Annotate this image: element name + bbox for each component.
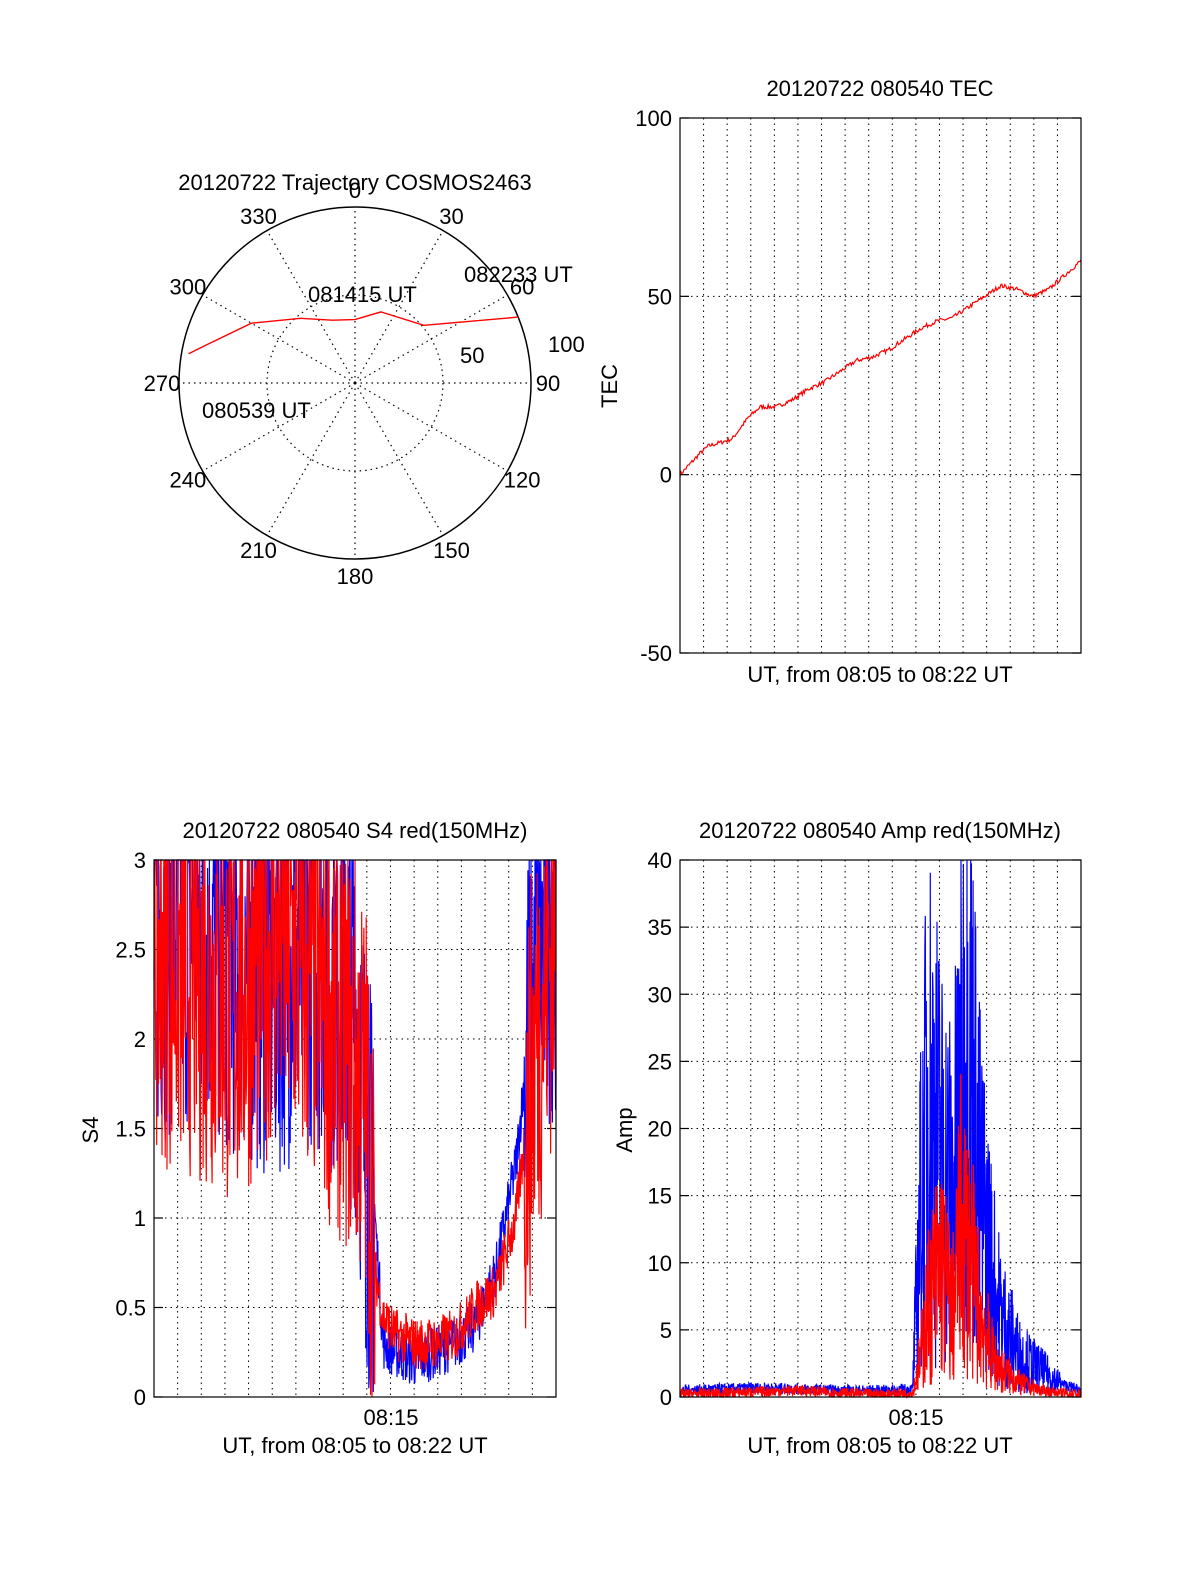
tec-plot: 20120722 080540 TEC -50 0 50 100 TEC UT, fr…: [597, 76, 1082, 687]
polar-inner-circle: [266, 294, 444, 472]
polar-spoke: [202, 382, 356, 472]
s4-y-tick-label: 0.5: [115, 1296, 146, 1321]
s4-y-tick-label: 1: [134, 1206, 146, 1231]
tec-y-tick-label: 100: [635, 106, 672, 131]
amp-plot-frame: [679, 859, 1082, 1398]
polar-label-mid: 081415 UT: [308, 282, 417, 307]
polar-title: 20120722 Trajectory COSMOS2463: [178, 170, 531, 195]
tec-x-label: UT, from 08:05 to 08:22 UT: [747, 662, 1012, 687]
polar-angle-label: 120: [504, 468, 541, 493]
polar-label-start: 080539 UT: [202, 398, 311, 423]
s4-title: 20120722 080540 S4 red(150MHz): [183, 818, 528, 843]
amp-y-tick-label: 30: [648, 982, 672, 1007]
polar-spoke: [202, 294, 356, 384]
amp-y-tick-labels: 0 5 10 15 20 25 30 35 40: [648, 848, 672, 1410]
amp-y-tick-label: 0: [660, 1385, 672, 1410]
polar-grid: [179, 207, 531, 559]
polar-spoke: [266, 230, 356, 384]
tec-y-label: TEC: [597, 364, 622, 408]
tec-y-tick-labels: -50 0 50 100: [635, 106, 672, 666]
amp-title: 20120722 080540 Amp red(150MHz): [699, 818, 1061, 843]
polar-angle-label: 150: [433, 538, 470, 563]
tec-y-tick-label: 50: [648, 284, 672, 309]
amp-x-tick-label: 08:15: [888, 1405, 943, 1430]
amp-x-label: UT, from 08:05 to 08:22 UT: [747, 1433, 1012, 1458]
s4-y-tick-label: 1.5: [115, 1117, 146, 1142]
s4-y-tick-label: 2: [134, 1027, 146, 1052]
tec-y-tick-label: 0: [660, 463, 672, 488]
amp-plot: 20120722 080540 Amp red(150MHz) 0 5 10 15 20…: [612, 818, 1082, 1458]
polar-angle-label: 0: [349, 178, 361, 203]
polar-angle-label: 30: [439, 204, 463, 229]
polar-angle-label: 60: [510, 275, 534, 300]
polar-radial-tick-50: 50: [460, 343, 484, 368]
amp-y-tick-label: 10: [648, 1251, 672, 1276]
s4-plot: 20120722 080540 S4 red(150MHz) 0 0.5 1 1.5 2…: [78, 818, 557, 1458]
polar-spoke: [354, 382, 508, 472]
amp-y-tick-label: 35: [648, 915, 672, 940]
s4-y-tick-label: 0: [134, 1385, 146, 1410]
s4-y-label: S4: [78, 1117, 103, 1144]
amp-y-label: Amp: [612, 1107, 637, 1152]
s4-x-label: UT, from 08:05 to 08:22 UT: [222, 1433, 487, 1458]
polar-spoke: [266, 382, 356, 536]
polar-angle-label: 270: [144, 371, 181, 396]
polar-trajectory-line: [188, 311, 519, 355]
amp-red-series-line: [679, 1073, 1082, 1399]
tec-title: 20120722 080540 TEC: [766, 76, 993, 101]
amp-y-tick-label: 25: [648, 1049, 672, 1074]
s4-plot-frame: [153, 859, 557, 1398]
polar-trajectory-plot: 20120722 Trajectory COSMOS2463 0 30 60 90 12…: [144, 170, 585, 589]
polar-angle-label: 300: [169, 275, 206, 300]
tec-grid: [680, 117, 1081, 654]
s4-y-tick-label: 2.5: [115, 938, 146, 963]
s4-y-tick-label: 3: [134, 848, 146, 873]
polar-angle-label: 240: [169, 468, 206, 493]
amp-y-tick-label: 5: [660, 1318, 672, 1343]
tec-plot-frame: [679, 117, 1082, 654]
polar-angle-labels: 0 30 60 90 120 150 180 210 240 270 300 330: [144, 178, 561, 589]
s4-x-tick-label: 08:15: [363, 1405, 418, 1430]
polar-outer-circle: [178, 206, 532, 560]
polar-label-end: 082233 UT: [464, 262, 573, 287]
polar-angle-label: 90: [536, 371, 560, 396]
polar-angle-label: 180: [337, 564, 374, 589]
tec-series-line: [679, 259, 1082, 477]
polar-spoke: [354, 382, 444, 536]
polar-angle-label: 210: [240, 538, 277, 563]
tec-y-tick-label: -50: [640, 641, 672, 666]
amp-y-tick-label: 20: [648, 1117, 672, 1142]
s4-y-tick-labels: 0 0.5 1 1.5 2 2.5 3: [115, 848, 146, 1410]
polar-angle-label: 330: [240, 204, 277, 229]
polar-spoke: [354, 230, 444, 384]
polar-radial-tick-100: 100: [548, 332, 585, 357]
amp-y-tick-label: 15: [648, 1184, 672, 1209]
polar-spoke: [354, 294, 508, 384]
amp-y-tick-label: 40: [648, 848, 672, 873]
